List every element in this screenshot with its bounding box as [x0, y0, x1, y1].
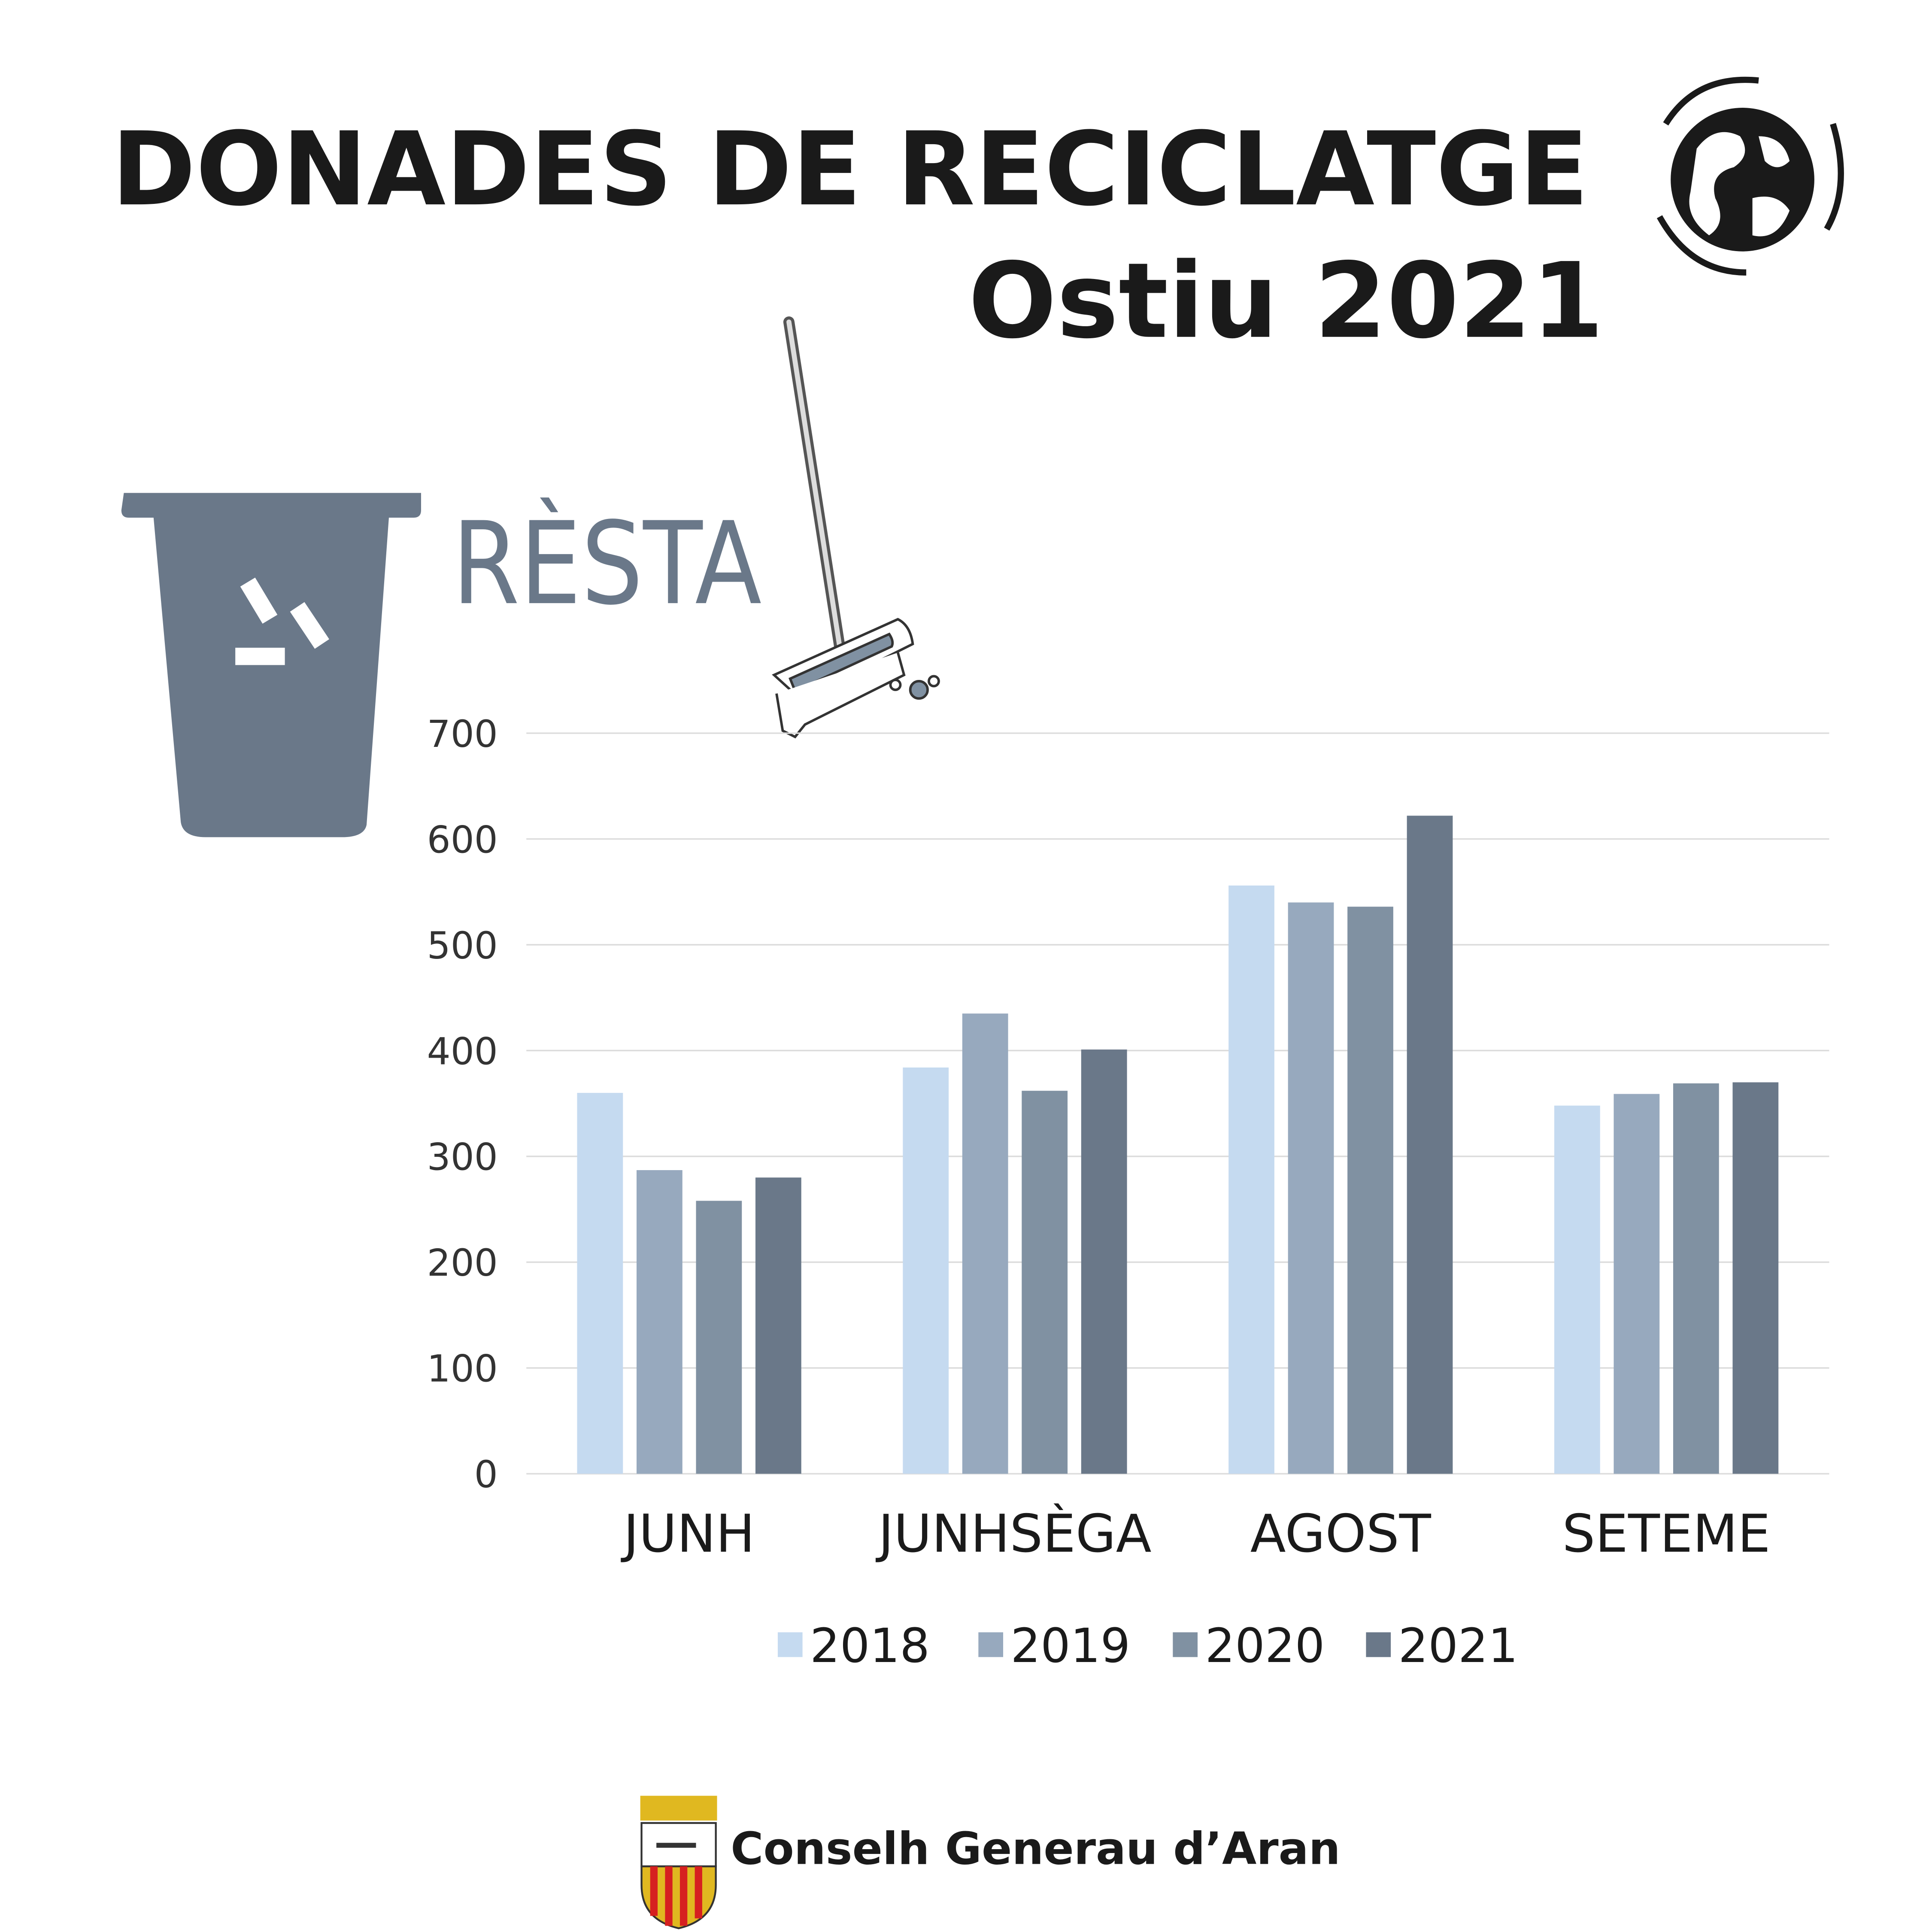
x-tick-label: JUNH — [621, 1504, 755, 1564]
legend-label: 2020 — [1205, 1618, 1325, 1673]
bar — [1228, 886, 1274, 1474]
category-label: RÈSTA — [452, 496, 762, 630]
bar — [903, 1067, 949, 1474]
legend-label: 2019 — [1010, 1618, 1130, 1673]
x-tick-label: JUNHSÈGA — [875, 1503, 1151, 1564]
bar — [1022, 1091, 1068, 1474]
bar — [755, 1177, 801, 1474]
bar — [1288, 902, 1334, 1474]
coat-of-arms-icon — [640, 1796, 717, 1929]
y-tick-label: 500 — [427, 925, 498, 968]
bar — [1554, 1105, 1600, 1474]
bar — [637, 1170, 682, 1474]
legend-swatch — [1173, 1632, 1198, 1657]
bar — [1673, 1083, 1719, 1474]
bar — [1614, 1094, 1660, 1474]
legend-label: 2018 — [810, 1618, 930, 1673]
y-tick-label: 300 — [427, 1136, 498, 1179]
bar — [1081, 1049, 1127, 1474]
chart-title: DONADES DE RECICLATGE — [112, 110, 1589, 228]
legend-swatch — [978, 1632, 1004, 1657]
legend-swatch — [1366, 1632, 1391, 1657]
y-tick-label: 400 — [427, 1030, 498, 1073]
globe-icon — [1656, 76, 1844, 276]
footer-text: Conselh Generau d’Aran — [731, 1823, 1340, 1874]
bar — [696, 1201, 742, 1474]
y-tick-label: 100 — [427, 1348, 498, 1391]
bar — [962, 1013, 1008, 1474]
legend-label: 2021 — [1398, 1618, 1518, 1673]
legend-swatch — [777, 1632, 803, 1657]
bar — [1347, 907, 1393, 1474]
chart-subtitle: Ostiu 2021 — [968, 241, 1604, 362]
y-tick-label: 0 — [474, 1453, 498, 1496]
bar — [1732, 1082, 1779, 1474]
bar — [577, 1093, 623, 1474]
x-tick-label: SETEME — [1562, 1504, 1771, 1564]
y-tick-label: 600 — [427, 819, 498, 861]
y-tick-label: 700 — [427, 713, 498, 756]
broom-icon — [772, 316, 940, 739]
bar — [1407, 816, 1453, 1474]
y-tick-label: 200 — [427, 1242, 498, 1285]
trash-can-icon — [121, 493, 421, 837]
x-tick-label: AGOST — [1250, 1504, 1432, 1564]
